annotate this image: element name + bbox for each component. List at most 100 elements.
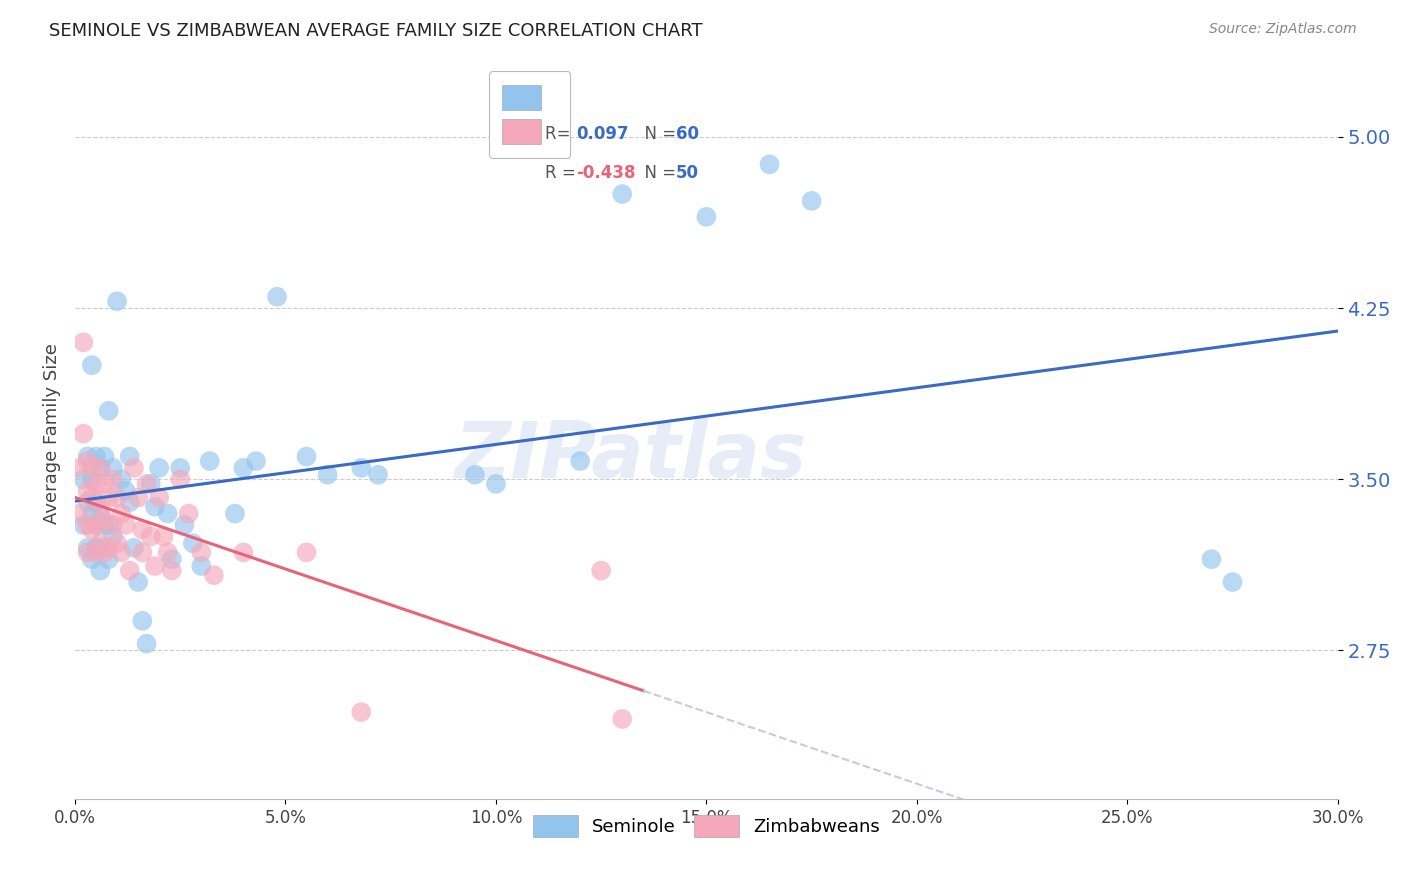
- Point: [245, 454, 267, 468]
- Point: [76, 541, 98, 555]
- Point: [350, 705, 373, 719]
- Point: [84, 518, 107, 533]
- Point: [266, 290, 288, 304]
- Point: [72, 518, 94, 533]
- Point: [169, 461, 191, 475]
- Point: [190, 545, 212, 559]
- Point: [198, 454, 221, 468]
- Point: [101, 518, 124, 533]
- Point: [367, 467, 389, 482]
- Point: [89, 500, 111, 514]
- Point: [89, 461, 111, 475]
- Point: [93, 450, 115, 464]
- Point: [118, 564, 141, 578]
- Point: [485, 476, 508, 491]
- Point: [131, 614, 153, 628]
- Point: [114, 518, 136, 533]
- Point: [181, 536, 204, 550]
- Point: [80, 552, 103, 566]
- Point: [105, 294, 128, 309]
- Point: [143, 559, 166, 574]
- Point: [93, 513, 115, 527]
- Point: [76, 483, 98, 498]
- Text: Source: ZipAtlas.com: Source: ZipAtlas.com: [1209, 22, 1357, 37]
- Point: [84, 495, 107, 509]
- Point: [1222, 574, 1244, 589]
- Point: [350, 461, 373, 475]
- Point: [131, 545, 153, 559]
- Point: [695, 210, 717, 224]
- Point: [232, 545, 254, 559]
- Point: [148, 491, 170, 505]
- Point: [612, 712, 634, 726]
- Text: SEMINOLE VS ZIMBABWEAN AVERAGE FAMILY SIZE CORRELATION CHART: SEMINOLE VS ZIMBABWEAN AVERAGE FAMILY SI…: [49, 22, 703, 40]
- Point: [160, 552, 183, 566]
- Point: [97, 552, 120, 566]
- Point: [131, 523, 153, 537]
- Text: 60: 60: [676, 125, 699, 144]
- Point: [152, 529, 174, 543]
- Point: [76, 454, 98, 468]
- Point: [464, 467, 486, 482]
- Point: [84, 541, 107, 555]
- Point: [89, 536, 111, 550]
- Point: [295, 545, 318, 559]
- Point: [295, 450, 318, 464]
- Text: -0.438: -0.438: [576, 164, 636, 182]
- Point: [76, 495, 98, 509]
- Point: [89, 507, 111, 521]
- Point: [190, 559, 212, 574]
- Point: [80, 523, 103, 537]
- Point: [110, 507, 132, 521]
- Point: [156, 545, 179, 559]
- Point: [80, 507, 103, 521]
- Point: [101, 529, 124, 543]
- Point: [89, 461, 111, 475]
- Point: [105, 491, 128, 505]
- Point: [173, 518, 195, 533]
- Point: [97, 404, 120, 418]
- Point: [800, 194, 823, 208]
- Point: [135, 476, 157, 491]
- Point: [72, 335, 94, 350]
- Text: 0.097: 0.097: [576, 125, 628, 144]
- Point: [139, 476, 162, 491]
- Point: [612, 187, 634, 202]
- Point: [122, 541, 145, 555]
- Legend: Seminole, Zimbabweans: Seminole, Zimbabweans: [526, 808, 887, 845]
- Point: [114, 483, 136, 498]
- Point: [202, 568, 225, 582]
- Point: [101, 461, 124, 475]
- Point: [135, 637, 157, 651]
- Point: [177, 507, 200, 521]
- Point: [160, 564, 183, 578]
- Point: [80, 358, 103, 372]
- Point: [72, 472, 94, 486]
- Text: R =: R =: [546, 164, 581, 182]
- Point: [97, 491, 120, 505]
- Point: [232, 461, 254, 475]
- Point: [143, 500, 166, 514]
- Point: [93, 518, 115, 533]
- Point: [569, 454, 592, 468]
- Point: [156, 507, 179, 521]
- Point: [139, 529, 162, 543]
- Point: [80, 491, 103, 505]
- Point: [89, 564, 111, 578]
- Text: ZIPatlas: ZIPatlas: [454, 417, 807, 493]
- Text: 50: 50: [676, 164, 699, 182]
- Point: [67, 461, 90, 475]
- Text: R=: R=: [546, 125, 576, 144]
- Point: [80, 472, 103, 486]
- Point: [148, 461, 170, 475]
- Point: [76, 450, 98, 464]
- Point: [224, 507, 246, 521]
- Point: [591, 564, 613, 578]
- Point: [72, 426, 94, 441]
- Point: [316, 467, 339, 482]
- Point: [97, 541, 120, 555]
- Point: [758, 157, 780, 171]
- Point: [84, 545, 107, 559]
- Point: [76, 518, 98, 533]
- Point: [127, 491, 149, 505]
